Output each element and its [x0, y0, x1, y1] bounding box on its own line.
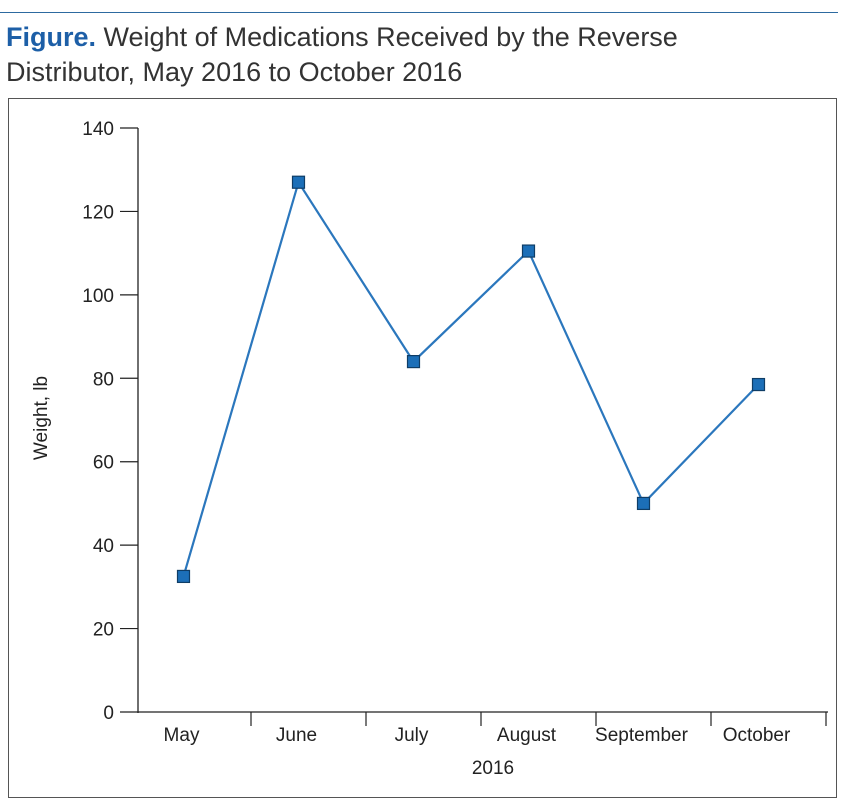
x-axis-title: 2016 — [472, 758, 514, 779]
y-tick-label: 80 — [93, 369, 114, 390]
x-tick-label: October — [723, 725, 791, 746]
figure-title: Figure. Weight of Medications Received b… — [6, 20, 766, 90]
y-tick-label: 60 — [93, 453, 114, 474]
x-tick-label: August — [497, 725, 557, 746]
data-point-marker — [636, 496, 651, 511]
data-point-marker — [406, 355, 421, 369]
figure-title-text: Weight of Medications Received by the Re… — [6, 22, 678, 87]
series-line — [182, 179, 760, 577]
data-point-marker — [521, 244, 536, 258]
y-tick-label: 40 — [93, 536, 114, 557]
y-tick-label: 20 — [93, 620, 114, 641]
y-tick-label: 100 — [82, 286, 114, 307]
x-tick-label: July — [395, 725, 429, 746]
x-tick-label: September — [595, 725, 689, 746]
figure-label: Figure. — [6, 22, 97, 52]
y-axis-title: Weight, lb — [31, 376, 52, 460]
x-axis-ticks: May June July August September October — [164, 712, 827, 746]
series-layer — [176, 175, 766, 584]
x-tick-label: June — [276, 725, 317, 746]
data-point-marker — [291, 175, 306, 189]
y-tick-label: 140 — [82, 119, 114, 140]
y-tick-label: 0 — [103, 703, 114, 724]
x-tick-label: May — [164, 725, 200, 746]
data-point-marker — [751, 377, 766, 392]
chart-axes — [137, 128, 828, 713]
chart-frame — [8, 98, 837, 798]
top-rule — [0, 12, 838, 13]
y-tick-label: 120 — [82, 202, 114, 223]
data-point-marker — [176, 569, 191, 584]
y-axis-ticks: 0 20 40 60 80 100 120 140 — [82, 119, 138, 724]
